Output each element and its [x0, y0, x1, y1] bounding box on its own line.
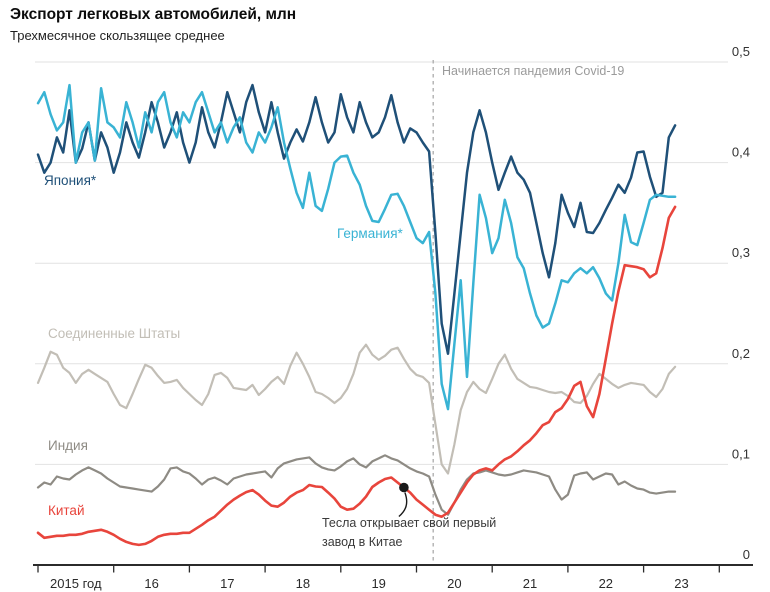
chart-subtitle: Трехмесячное скользящее среднее	[10, 28, 225, 43]
series-line-japan	[36, 83, 677, 355]
series-line-germany	[36, 83, 677, 411]
y-axis-label: 0,5	[732, 44, 750, 59]
tesla-annotation-connector	[398, 492, 408, 518]
series-label-china: Китай	[48, 503, 85, 518]
x-tick-label: 18	[296, 576, 310, 591]
series-label-united-states: Соединенные Штаты	[48, 326, 181, 341]
x-tick-label: 23	[674, 576, 688, 591]
y-axis-label: 0	[743, 547, 750, 562]
tesla-annotation-dot	[399, 482, 409, 493]
x-tick-label: 21	[523, 576, 537, 591]
series-line-india	[36, 454, 677, 516]
y-axis-label: 0,1	[732, 446, 750, 461]
tesla-annotation-line1: Тесла открывает свой первый	[322, 516, 497, 530]
y-axis-label: 0,3	[732, 245, 750, 260]
series-label-germany: Германия*	[337, 226, 403, 241]
x-tick-label: 19	[371, 576, 385, 591]
covid-annotation-label: Начинается пандемия Covid-19	[442, 64, 625, 78]
series-label-india: Индия	[48, 438, 88, 453]
tesla-annotation-line2: завод в Китае	[322, 534, 403, 549]
tesla-annotation-label: Тесла открывает свой первый завод в Кита…	[322, 514, 502, 551]
series-line-china	[36, 205, 677, 547]
x-tick-label: 22	[599, 576, 613, 591]
chart-title: Экспорт легковых автомобилей, млн	[10, 6, 297, 23]
series-label-japan: Япония*	[44, 173, 97, 188]
x-tick-label: 20	[447, 576, 461, 591]
x-tick-label: 17	[220, 576, 234, 591]
y-axis-label: 0,2	[732, 346, 750, 361]
x-tick-label: 2015 год	[50, 576, 102, 591]
x-tick-label: 16	[144, 576, 158, 591]
y-axis-label: 0,4	[732, 145, 750, 160]
